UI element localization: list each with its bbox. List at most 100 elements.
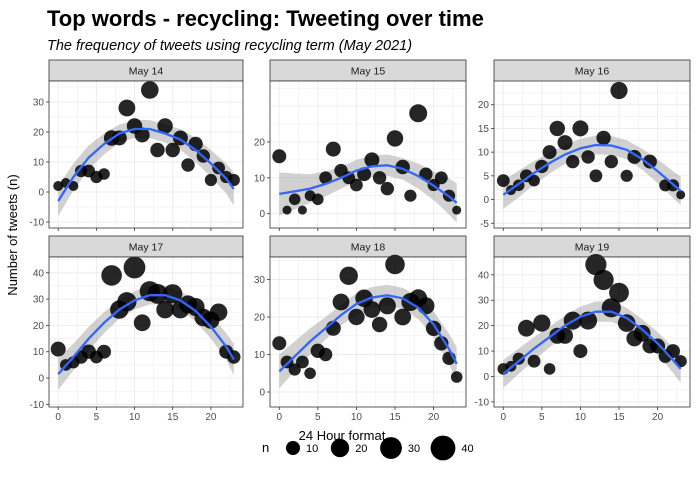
x-tick-label: 20 — [428, 412, 440, 423]
data-point — [101, 265, 122, 286]
data-point — [296, 355, 309, 369]
data-point — [318, 347, 333, 362]
y-tick-label: -5 — [480, 219, 489, 230]
data-point — [339, 266, 358, 285]
panel-border — [493, 80, 691, 229]
data-point — [589, 169, 603, 183]
data-point — [97, 344, 111, 359]
data-point — [141, 81, 159, 99]
panel-may-15: May 15 0 10 20 — [254, 59, 467, 231]
x-tick-label: 5 — [539, 412, 545, 423]
data-point — [288, 363, 301, 376]
data-point — [118, 99, 136, 117]
y-tick-label: 10 — [478, 148, 490, 159]
x-tick-label: 5 — [315, 412, 321, 423]
y-tick-label: 5 — [483, 171, 489, 182]
data-point — [549, 120, 565, 137]
data-point — [68, 181, 79, 191]
points — [497, 254, 687, 375]
data-point — [609, 282, 629, 303]
data-point — [581, 150, 595, 164]
data-point — [557, 327, 573, 344]
legend-key-40 — [430, 435, 456, 461]
y-tick-label: -10 — [30, 400, 45, 411]
y-tick-label: 20 — [254, 313, 266, 324]
data-point — [610, 81, 628, 100]
data-point — [533, 314, 551, 332]
data-point — [181, 158, 195, 172]
data-point — [325, 141, 341, 157]
data-point — [272, 336, 287, 351]
y-tick-label: 20 — [33, 128, 45, 139]
data-point — [543, 363, 556, 375]
data-point — [650, 338, 666, 354]
y-tick-label: 40 — [478, 270, 490, 281]
data-point — [134, 127, 150, 143]
panel-may-14: May 14 -10 0 10 20 30 — [30, 59, 244, 231]
data-point — [364, 152, 380, 168]
y-tick-label: 0 — [483, 195, 489, 206]
y-tick-label: 20 — [478, 321, 490, 332]
data-point — [348, 308, 365, 326]
y-tick-label: 0 — [259, 388, 265, 399]
data-point — [50, 341, 66, 357]
panel-may-16: May 16 -5 0 5 10 15 20 — [478, 59, 691, 231]
y-tick-label: 30 — [478, 296, 490, 307]
y-tick-label: 10 — [478, 347, 490, 358]
data-point — [417, 297, 435, 315]
legend-label: 30 — [408, 443, 420, 455]
data-point — [319, 171, 332, 185]
data-point — [123, 256, 146, 279]
smooth-line — [502, 143, 682, 196]
points — [272, 254, 463, 383]
x-tick-label: 10 — [575, 412, 587, 423]
data-point — [147, 283, 168, 304]
data-point — [386, 130, 404, 147]
y-tick-label: 30 — [33, 98, 45, 109]
chart-subtitle: The frequency of tweets using recycling … — [47, 38, 412, 54]
data-point — [566, 154, 580, 169]
panel-may-19: May 19 -10 0 10 20 30 40 0 5 10 15 20 — [475, 235, 691, 423]
data-point — [304, 367, 316, 380]
confidence-band — [503, 301, 681, 388]
data-point — [272, 149, 287, 164]
y-tick-label: 10 — [254, 173, 266, 184]
y-tick-label: 30 — [254, 275, 266, 286]
data-point — [111, 130, 127, 146]
data-point — [372, 171, 387, 185]
smooth-line — [278, 294, 458, 373]
y-tick-label: 20 — [254, 137, 266, 148]
data-point — [557, 135, 573, 151]
data-point — [450, 371, 463, 383]
data-point — [282, 205, 292, 215]
y-tick-label: 40 — [33, 268, 45, 279]
legend-title: n — [262, 440, 269, 455]
data-point — [633, 324, 651, 342]
y-tick-label: 0 — [483, 372, 489, 383]
y-tick-label: 15 — [478, 124, 490, 135]
data-point — [394, 308, 412, 326]
points — [272, 104, 462, 215]
panel-border — [269, 256, 467, 408]
gridlines — [494, 80, 690, 228]
y-tick-label: 10 — [33, 158, 45, 169]
legend-label: 10 — [306, 443, 318, 455]
x-tick-label: 20 — [652, 412, 664, 423]
points — [50, 256, 241, 371]
data-point — [350, 178, 363, 192]
x-tick-label: 15 — [389, 412, 401, 423]
x-tick-label: 0 — [276, 412, 282, 423]
facet-strip-label: May 18 — [351, 242, 386, 254]
chart-title: Top words - recycling: Tweeting over tim… — [47, 6, 484, 31]
data-point — [617, 314, 636, 332]
data-point — [596, 130, 611, 146]
data-point — [527, 354, 541, 368]
smooth-line — [57, 294, 235, 375]
size-legend: n 10 20 30 40 — [262, 435, 474, 461]
x-tick-label: 15 — [613, 412, 625, 423]
data-point — [528, 174, 540, 187]
y-tick-label: 0 — [38, 374, 44, 385]
data-point — [53, 181, 64, 191]
panel-border — [48, 80, 244, 229]
